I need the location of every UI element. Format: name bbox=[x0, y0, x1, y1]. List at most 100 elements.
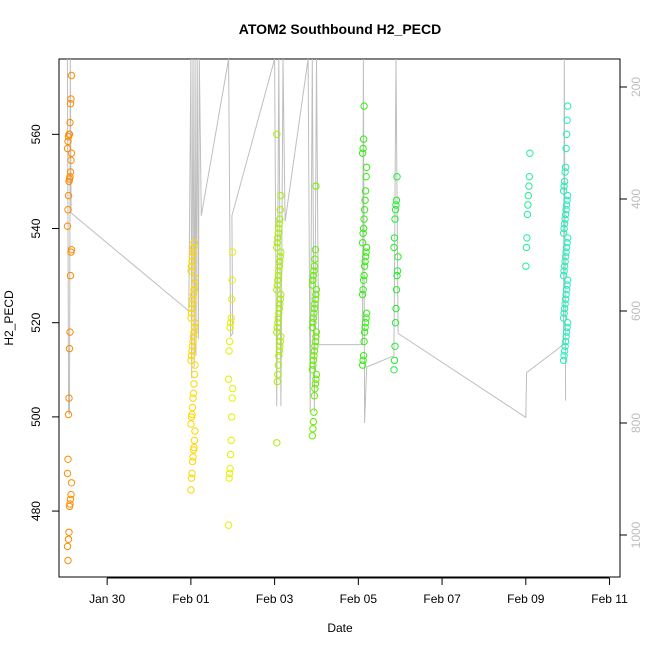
data-point bbox=[275, 304, 283, 313]
data-point bbox=[308, 432, 317, 440]
y2-tick-label: 400 bbox=[629, 189, 643, 209]
data-point bbox=[309, 425, 317, 433]
data-points-layer bbox=[63, 71, 572, 565]
x-tick-label: Feb 01 bbox=[172, 592, 210, 606]
data-point bbox=[309, 314, 318, 322]
data-point bbox=[392, 304, 400, 313]
data-point bbox=[310, 347, 319, 355]
data-point bbox=[226, 323, 234, 332]
data-point bbox=[311, 337, 320, 346]
data-point bbox=[189, 333, 198, 341]
data-point bbox=[276, 337, 284, 346]
data-point bbox=[64, 191, 73, 200]
data-point bbox=[227, 436, 235, 445]
data-point bbox=[188, 347, 196, 355]
data-point bbox=[309, 417, 318, 426]
data-point bbox=[391, 319, 400, 327]
data-point bbox=[361, 196, 369, 205]
series-2 bbox=[224, 248, 237, 529]
data-point bbox=[187, 486, 195, 494]
data-point bbox=[274, 314, 282, 322]
data-point bbox=[560, 309, 568, 317]
data-point bbox=[561, 253, 570, 261]
data-point bbox=[562, 130, 571, 139]
data-point bbox=[310, 408, 318, 416]
data-point bbox=[190, 380, 198, 388]
data-point bbox=[275, 224, 283, 233]
data-point bbox=[390, 243, 398, 252]
data-point bbox=[563, 323, 571, 332]
data-point bbox=[359, 135, 368, 143]
data-point bbox=[66, 495, 75, 503]
data-point bbox=[559, 356, 568, 365]
data-point bbox=[273, 323, 281, 332]
data-point bbox=[275, 309, 283, 317]
data-point bbox=[67, 71, 76, 80]
x-axis-label: Date bbox=[327, 621, 353, 635]
data-point bbox=[361, 187, 370, 195]
data-point bbox=[360, 262, 369, 270]
data-point bbox=[64, 556, 72, 565]
data-point bbox=[187, 420, 195, 428]
data-point bbox=[190, 436, 199, 445]
data-point bbox=[562, 144, 570, 153]
y-tick-label: 480 bbox=[29, 501, 43, 521]
data-point bbox=[361, 323, 369, 332]
data-point bbox=[65, 394, 73, 402]
data-point bbox=[276, 257, 284, 266]
data-point bbox=[311, 295, 320, 303]
data-point bbox=[65, 130, 74, 139]
y-axis-label: H2_PECD bbox=[2, 290, 16, 346]
data-point bbox=[226, 319, 235, 327]
data-point bbox=[391, 206, 400, 214]
data-point bbox=[188, 304, 196, 313]
plot-frame bbox=[58, 58, 621, 578]
data-point bbox=[308, 366, 317, 374]
data-point bbox=[187, 267, 195, 275]
data-point bbox=[188, 257, 196, 266]
data-point bbox=[311, 380, 320, 388]
data-point bbox=[359, 276, 368, 284]
data-point bbox=[276, 215, 284, 223]
data-point bbox=[308, 281, 317, 289]
data-point bbox=[190, 328, 198, 336]
data-point bbox=[191, 319, 199, 327]
data-point bbox=[559, 187, 568, 195]
data-point bbox=[362, 163, 371, 172]
data-point bbox=[63, 542, 72, 551]
data-point bbox=[273, 243, 281, 252]
y2-tick-label: 1000 bbox=[629, 521, 643, 548]
data-point bbox=[560, 182, 568, 190]
data-point bbox=[190, 323, 199, 332]
data-point bbox=[225, 337, 234, 346]
data-point bbox=[311, 300, 319, 308]
data-point bbox=[309, 276, 317, 284]
data-point bbox=[66, 168, 75, 176]
data-point bbox=[188, 457, 197, 466]
data-point bbox=[562, 328, 571, 336]
data-point bbox=[361, 319, 370, 327]
data-point bbox=[390, 234, 399, 242]
data-point bbox=[188, 253, 197, 261]
data-point bbox=[189, 290, 198, 299]
data-point bbox=[561, 210, 570, 219]
data-point bbox=[66, 271, 75, 280]
data-point bbox=[67, 479, 76, 487]
data-point bbox=[312, 286, 321, 294]
data-point bbox=[228, 276, 236, 284]
data-point bbox=[63, 222, 72, 230]
data-point bbox=[64, 410, 73, 419]
data-point bbox=[308, 323, 317, 332]
data-point bbox=[362, 248, 370, 256]
data-point bbox=[188, 342, 197, 350]
data-point bbox=[67, 95, 75, 103]
data-point bbox=[274, 271, 282, 280]
data-point bbox=[63, 144, 72, 153]
data-point bbox=[362, 173, 370, 181]
data-point bbox=[273, 328, 281, 336]
data-point bbox=[310, 352, 318, 360]
y-axis: 480 500 520 540 560 bbox=[29, 124, 60, 521]
data-point bbox=[563, 234, 572, 242]
data-point bbox=[562, 290, 570, 299]
